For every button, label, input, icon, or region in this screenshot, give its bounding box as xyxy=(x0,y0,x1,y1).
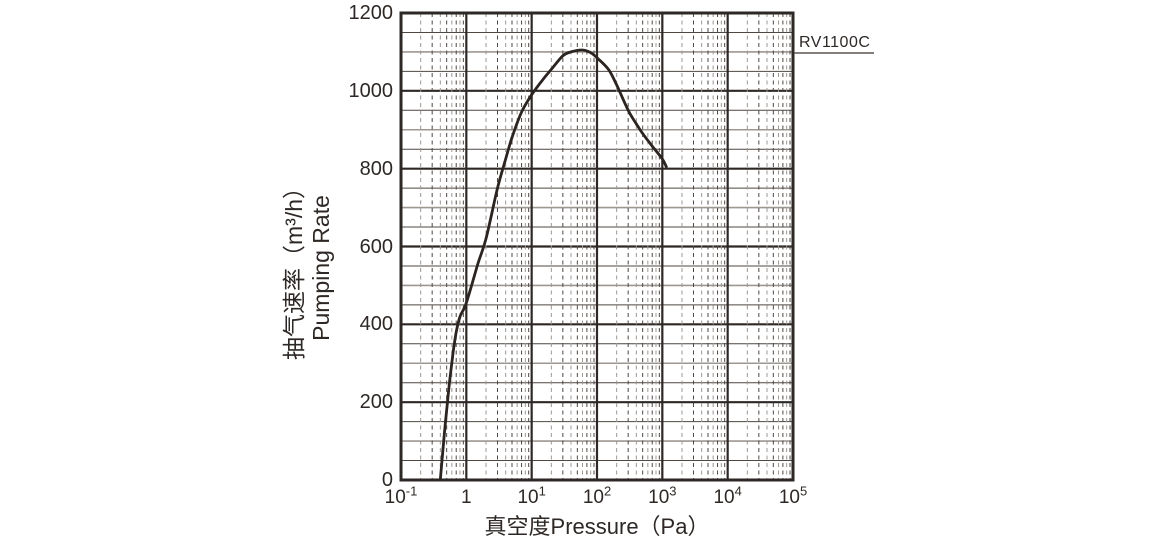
x-tick-label: 105 xyxy=(778,483,808,508)
y-tick-label: 1200 xyxy=(348,2,394,24)
y-tick-label: 200 xyxy=(359,391,393,414)
x-tick-label: 1 xyxy=(461,487,472,508)
y-axis-title-line1: 抽气速率（m³/h） xyxy=(281,176,307,360)
x-axis-title: 真空度Pressure（Pa） xyxy=(484,514,710,539)
y-tick-label: 600 xyxy=(359,235,393,258)
y-axis-title: 抽气速率（m³/h） Pumping Rate xyxy=(281,176,335,360)
pumping-rate-curve xyxy=(438,48,668,482)
x-tick-label: 103 xyxy=(648,483,677,508)
series-label: RV1100C xyxy=(799,34,871,51)
y-tick-label: 0 xyxy=(381,469,393,491)
plot-border xyxy=(399,11,795,482)
y-tick-label: 800 xyxy=(359,157,393,180)
y-tick-label: 400 xyxy=(359,313,393,336)
y-axis-title-line2: Pumping Rate xyxy=(308,195,334,341)
y-tick-label: 1000 xyxy=(348,79,394,102)
x-tick-label: 101 xyxy=(517,483,546,508)
x-tick-label: 102 xyxy=(582,483,612,508)
x-tick-label: 10-1 xyxy=(384,483,418,508)
x-tick-label: 104 xyxy=(713,483,742,508)
